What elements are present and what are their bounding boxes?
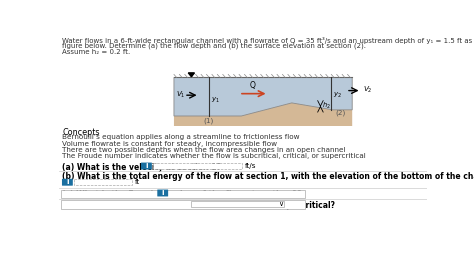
Polygon shape xyxy=(174,103,352,126)
FancyBboxPatch shape xyxy=(153,163,242,169)
Text: $y_2$: $y_2$ xyxy=(333,91,342,100)
Text: $V_1$: $V_1$ xyxy=(176,89,186,99)
Text: figure below. Determine (a) the flow depth and (b) the surface elevation at sect: figure below. Determine (a) the flow dep… xyxy=(63,43,366,49)
Text: Water flows in a 6-ft-wide rectangular channel with a flowrate of Q = 35 ft³/s a: Water flows in a 6-ft-wide rectangular c… xyxy=(63,37,474,44)
Text: (c) What is the Froude number of the flow at section 1?: (c) What is the Froude number of the flo… xyxy=(63,190,302,199)
Text: (1): (1) xyxy=(204,117,214,124)
Text: (a) What is the velocity at section 1?: (a) What is the velocity at section 1? xyxy=(63,163,221,172)
Text: Concepts: Concepts xyxy=(63,127,100,137)
Polygon shape xyxy=(188,73,194,77)
FancyBboxPatch shape xyxy=(141,163,152,169)
FancyBboxPatch shape xyxy=(74,179,132,185)
FancyBboxPatch shape xyxy=(157,190,168,197)
Text: i: i xyxy=(162,190,164,196)
Text: ft: ft xyxy=(135,179,140,185)
Text: Assume h₂ = 0.2 ft.: Assume h₂ = 0.2 ft. xyxy=(63,49,131,55)
Text: $V_2$: $V_2$ xyxy=(363,85,373,95)
Text: (2): (2) xyxy=(335,109,346,116)
Text: Q: Q xyxy=(249,81,255,90)
Text: There are two possible depths when the flow area changes in an open channel: There are two possible depths when the f… xyxy=(63,147,346,153)
Text: Bernoulli’s equation applies along a streamline to frictionless flow: Bernoulli’s equation applies along a str… xyxy=(63,134,300,141)
Text: $y_1$: $y_1$ xyxy=(211,95,220,104)
Text: (b) What is the total energy of the flow at section 1, with the elevation of the: (b) What is the total energy of the flow… xyxy=(63,172,474,181)
FancyBboxPatch shape xyxy=(62,179,73,186)
Text: $h_2$: $h_2$ xyxy=(322,101,331,111)
Text: i: i xyxy=(66,179,69,185)
Polygon shape xyxy=(174,78,352,116)
Text: Volume flowrate is constant for steady, incompressible flow: Volume flowrate is constant for steady, … xyxy=(63,141,277,147)
Text: (d) Is the flow at section 1 subcritical, critical, or supercritical?: (d) Is the flow at section 1 subcritical… xyxy=(63,201,335,210)
FancyBboxPatch shape xyxy=(61,200,305,209)
FancyBboxPatch shape xyxy=(191,201,284,207)
Text: ∨: ∨ xyxy=(278,201,283,207)
Text: ft/s: ft/s xyxy=(245,163,257,169)
Text: The Froude number indicates whether the flow is subcritical, critical, or superc: The Froude number indicates whether the … xyxy=(63,153,366,159)
FancyBboxPatch shape xyxy=(61,190,305,198)
Text: i: i xyxy=(145,163,148,169)
